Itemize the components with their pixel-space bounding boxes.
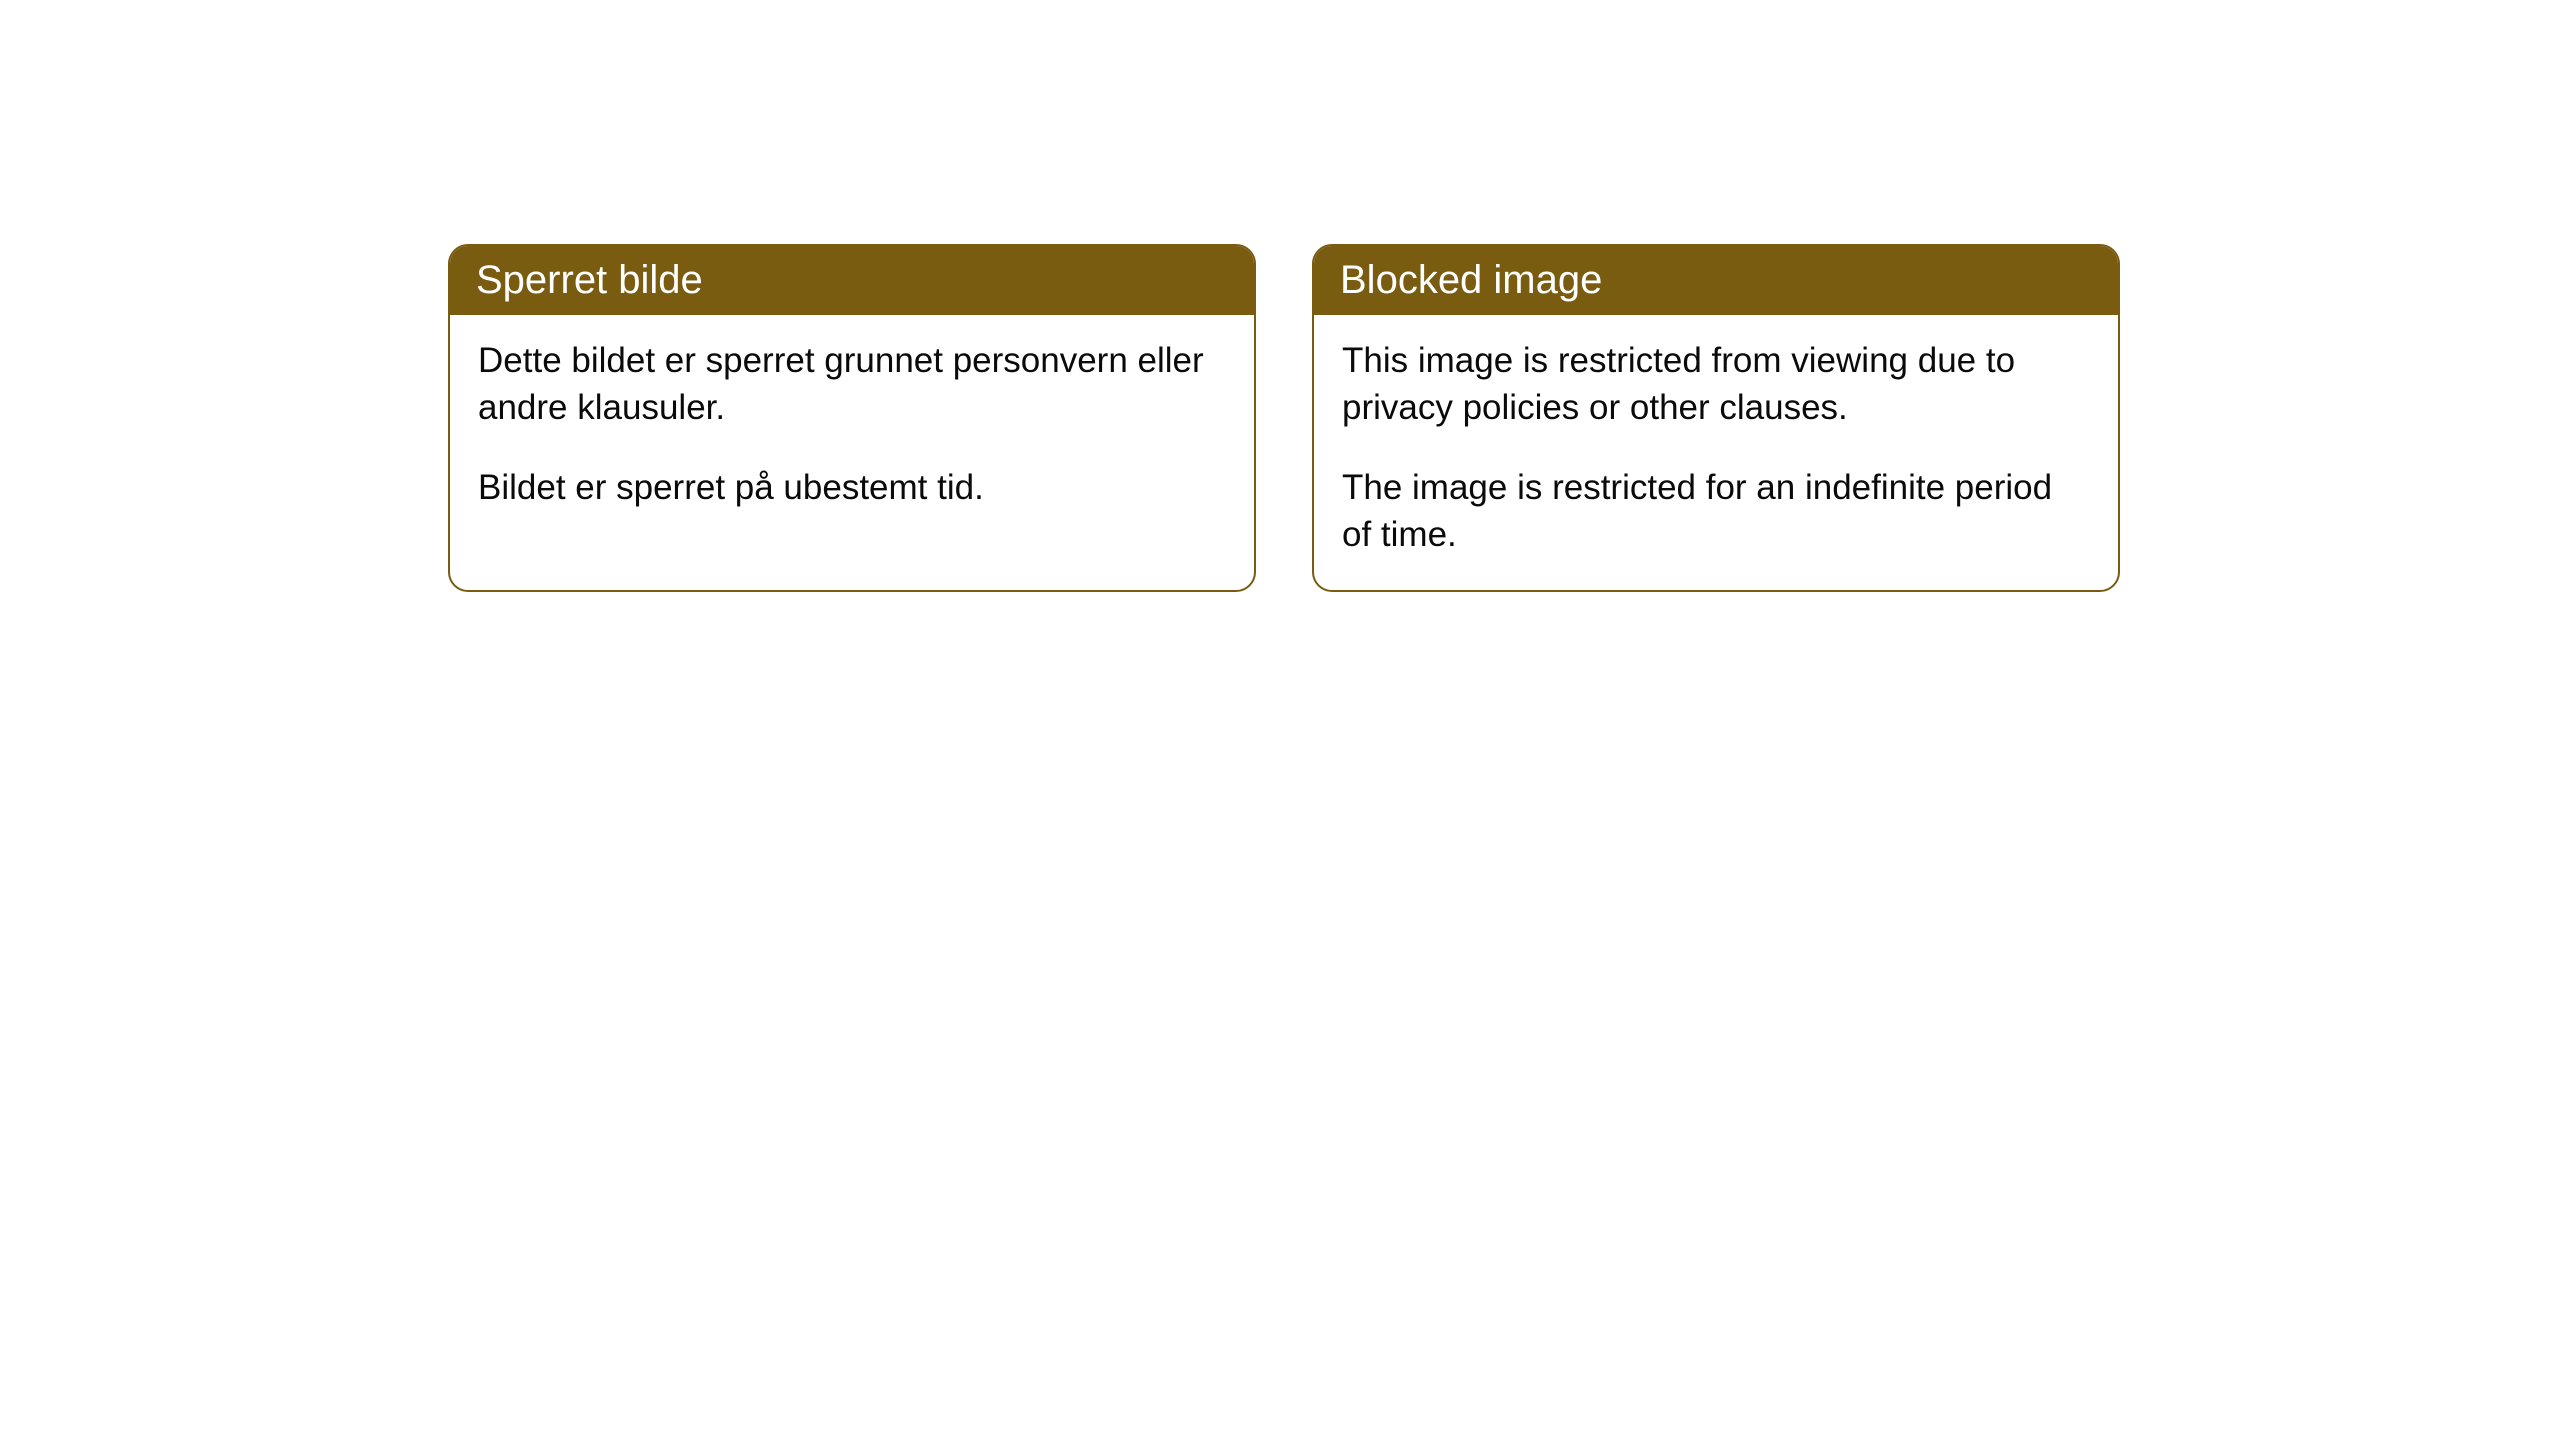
- card-header-norwegian: Sperret bilde: [450, 246, 1254, 315]
- card-header-english: Blocked image: [1314, 246, 2118, 315]
- card-body-norwegian: Dette bildet er sperret grunnet personve…: [450, 315, 1254, 575]
- card-title: Sperret bilde: [476, 258, 703, 302]
- card-paragraph-2: The image is restricted for an indefinit…: [1342, 464, 2090, 559]
- notice-cards-container: Sperret bilde Dette bildet er sperret gr…: [448, 244, 2120, 592]
- card-paragraph-1: This image is restricted from viewing du…: [1342, 337, 2090, 432]
- notice-card-norwegian: Sperret bilde Dette bildet er sperret gr…: [448, 244, 1256, 592]
- card-paragraph-1: Dette bildet er sperret grunnet personve…: [478, 337, 1226, 432]
- card-paragraph-2: Bildet er sperret på ubestemt tid.: [478, 464, 1226, 511]
- card-title: Blocked image: [1340, 258, 1602, 302]
- card-body-english: This image is restricted from viewing du…: [1314, 315, 2118, 590]
- notice-card-english: Blocked image This image is restricted f…: [1312, 244, 2120, 592]
